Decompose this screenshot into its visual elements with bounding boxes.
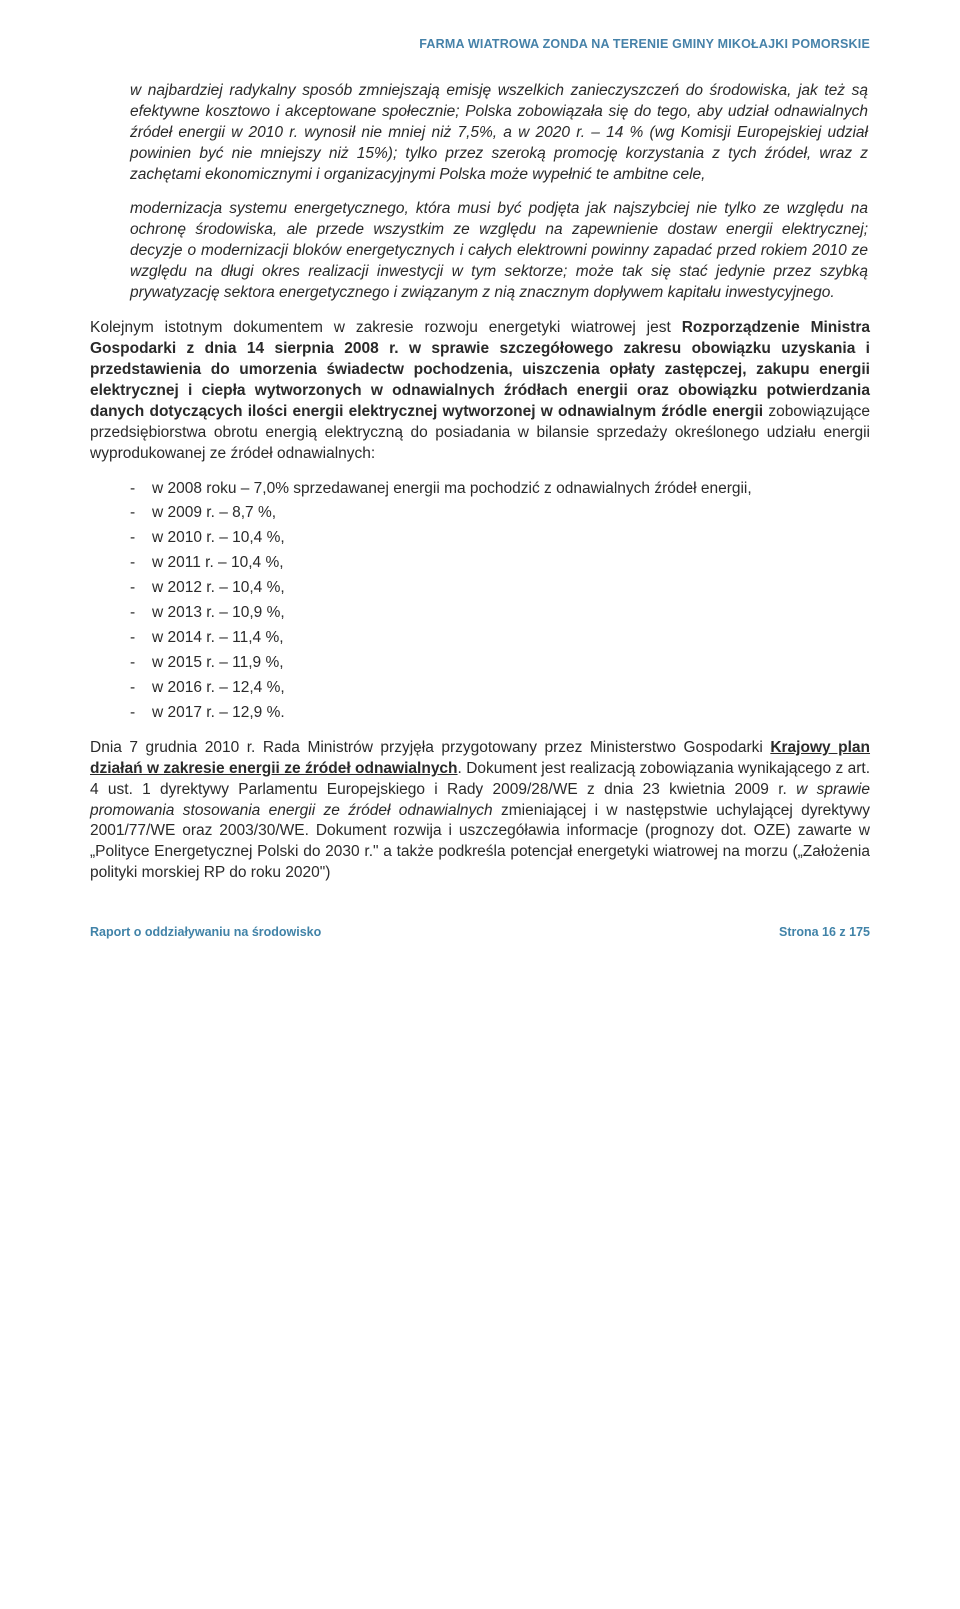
list-item: -w 2013 r. – 10,9 %, <box>130 603 870 624</box>
page-header: FARMA WIATROWA ZONDA NA TERENIE GMINY MI… <box>90 36 870 53</box>
list-item: -w 2010 r. – 10,4 %, <box>130 528 870 549</box>
list-item: -w 2017 r. – 12,9 %. <box>130 703 870 724</box>
list-item-text: w 2010 r. – 10,4 %, <box>152 528 870 549</box>
dash-icon: - <box>130 479 152 500</box>
list-item-text: w 2013 r. – 10,9 %, <box>152 603 870 624</box>
list-item-text: w 2016 r. – 12,4 %, <box>152 678 870 699</box>
list-item: -w 2016 r. – 12,4 %, <box>130 678 870 699</box>
percentage-list: -w 2008 roku – 7,0% sprzedawanej energii… <box>130 479 870 724</box>
dash-icon: - <box>130 603 152 624</box>
dash-icon: - <box>130 653 152 674</box>
list-item-text: w 2014 r. – 11,4 %, <box>152 628 870 649</box>
quote-paragraph-1: w najbardziej radykalny sposób zmniejsza… <box>130 81 868 186</box>
body-paragraph-4: Dnia 7 grudnia 2010 r. Rada Ministrów pr… <box>90 738 870 884</box>
list-item-text: w 2009 r. – 8,7 %, <box>152 503 870 524</box>
list-item-text: w 2012 r. – 10,4 %, <box>152 578 870 599</box>
dash-icon: - <box>130 503 152 524</box>
dash-icon: - <box>130 678 152 699</box>
dash-icon: - <box>130 578 152 599</box>
quote-paragraph-2: modernizacja systemu energetycznego, któ… <box>130 199 868 304</box>
text-run: Dnia 7 grudnia 2010 r. Rada Ministrów pr… <box>90 739 770 756</box>
dash-icon: - <box>130 628 152 649</box>
body-paragraph-3: Kolejnym istotnym dokumentem w zakresie … <box>90 318 870 464</box>
footer-right: Strona 16 z 175 <box>779 924 870 941</box>
dash-icon: - <box>130 528 152 549</box>
text-run: Kolejnym istotnym dokumentem w zakresie … <box>90 319 682 336</box>
list-item: -w 2008 roku – 7,0% sprzedawanej energii… <box>130 479 870 500</box>
page-footer: Raport o oddziaływaniu na środowisko Str… <box>90 924 870 941</box>
list-item: -w 2014 r. – 11,4 %, <box>130 628 870 649</box>
list-item: -w 2012 r. – 10,4 %, <box>130 578 870 599</box>
list-item: -w 2011 r. – 10,4 %, <box>130 553 870 574</box>
list-item-text: w 2008 roku – 7,0% sprzedawanej energii … <box>152 479 870 500</box>
footer-left: Raport o oddziaływaniu na środowisko <box>90 924 321 941</box>
list-item: -w 2015 r. – 11,9 %, <box>130 653 870 674</box>
list-item: -w 2009 r. – 8,7 %, <box>130 503 870 524</box>
dash-icon: - <box>130 553 152 574</box>
list-item-text: w 2015 r. – 11,9 %, <box>152 653 870 674</box>
list-item-text: w 2011 r. – 10,4 %, <box>152 553 870 574</box>
list-item-text: w 2017 r. – 12,9 %. <box>152 703 870 724</box>
dash-icon: - <box>130 703 152 724</box>
